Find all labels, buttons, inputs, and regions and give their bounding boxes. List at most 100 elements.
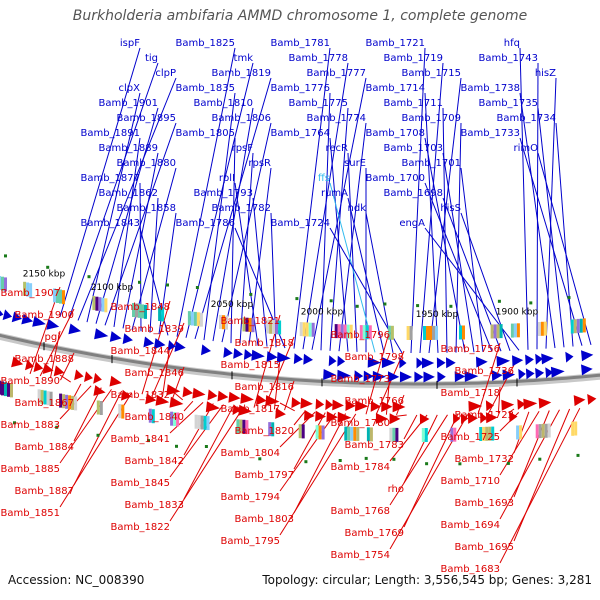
forward-gene-label: Bamb_1764	[270, 128, 330, 139]
reverse-gene-arrow	[337, 411, 352, 423]
forward-gene-label: Bamb_1901	[98, 98, 158, 109]
forward-gene-label: Bamb_1858	[116, 203, 176, 214]
gene-label-connector	[347, 197, 385, 353]
annotation-block	[37, 389, 41, 404]
reverse-gene-label: Bamb_1693	[454, 498, 514, 509]
forward-gene-arrow	[337, 355, 346, 367]
annotation-block	[239, 419, 243, 434]
reverse-gene-label: Bamb_1798	[344, 352, 404, 363]
forward-gene-arrow	[437, 371, 446, 383]
annotation-block	[203, 415, 207, 430]
forward-gene-arrow	[2, 309, 13, 321]
forward-gene-arrow	[454, 371, 466, 383]
annotation-block	[570, 319, 574, 334]
reverse-gene-label: Bamb_1718	[440, 388, 500, 399]
annotation-block	[40, 389, 44, 404]
annotation-block	[547, 423, 551, 438]
accession-text: Accession: NC_008390	[8, 573, 145, 587]
forward-gene-label: rplI	[219, 173, 235, 184]
annotation-block	[409, 326, 413, 340]
rna-marker	[166, 283, 169, 287]
annotation-block	[423, 326, 426, 340]
annotation-block	[573, 319, 577, 334]
reverse-gene-arrow	[192, 387, 206, 399]
forward-gene-arrow	[399, 357, 407, 369]
gene-label-connector	[293, 411, 306, 426]
annotation-block	[206, 416, 210, 431]
annotation-block	[349, 324, 353, 339]
annotation-block	[248, 317, 252, 332]
forward-gene-arrow	[581, 364, 593, 376]
reverse-gene-label: Bamb_1780	[330, 418, 390, 429]
reverse-gene-arrow	[121, 389, 132, 401]
reverse-gene-label: Bamb_1833	[124, 500, 184, 511]
annotation-block	[92, 296, 96, 311]
gene-label-connector	[59, 47, 141, 317]
forward-gene-arrow	[421, 357, 435, 369]
gene-label-connector	[347, 152, 358, 352]
annotation-block	[574, 421, 578, 436]
reverse-gene-label: Bamb_1796	[330, 330, 390, 341]
reverse-gene-label: Bamb_1822	[110, 522, 170, 533]
reverse-gene-arrow	[182, 386, 194, 398]
reverse-gene-arrow	[217, 390, 229, 402]
annotation-block	[462, 325, 465, 340]
reverse-gene-label: pgi	[45, 332, 60, 343]
annotation-block	[245, 317, 249, 332]
gene-label-connector	[519, 92, 556, 349]
reverse-gene-arrow	[381, 401, 393, 413]
annotation-block	[368, 325, 372, 340]
forward-gene-label: Bamb_1721	[365, 38, 425, 49]
rna-marker	[96, 433, 100, 437]
annotation-block	[10, 383, 13, 398]
reverse-gene-label: Bamb_1845	[110, 478, 170, 489]
annotation-block	[7, 382, 10, 397]
rna-marker	[138, 280, 141, 284]
annotation-block	[219, 314, 222, 329]
annotation-block	[245, 420, 249, 435]
gene-label-connector	[555, 122, 574, 347]
forward-gene-label: Bamb_1733	[460, 128, 520, 139]
reverse-gene-label: Bamb_1710	[440, 476, 500, 487]
annotation-block	[278, 320, 282, 335]
annotation-block	[485, 426, 489, 441]
reverse-gene-label: Bamb_1769	[344, 528, 404, 539]
kbp-tick-label: 2000 kbp	[301, 307, 344, 317]
annotation-block	[46, 391, 50, 406]
gene-label-connector	[293, 47, 331, 349]
gene-label-connector	[161, 344, 171, 398]
reverse-gene-arrow	[345, 400, 356, 411]
forward-gene-label: rumA	[321, 188, 348, 199]
annotation-block	[450, 427, 454, 442]
rna-marker	[55, 425, 59, 429]
gene-label-connector	[513, 408, 571, 542]
annotation-block	[96, 400, 100, 415]
gene-label-connector	[73, 383, 82, 398]
gene-label-connector	[365, 328, 391, 415]
annotation-block	[302, 322, 306, 337]
rna-marker	[416, 304, 420, 308]
forward-gene-arrow	[323, 369, 337, 380]
annotation-block	[406, 326, 410, 340]
annotation-block	[318, 425, 322, 440]
reverse-gene-arrow	[228, 391, 241, 403]
annotation-block	[488, 426, 492, 441]
annotation-block	[197, 415, 201, 430]
annotation-block	[144, 304, 147, 319]
gene-label-connector	[302, 62, 349, 350]
annotation-block	[176, 412, 180, 427]
forward-gene-label: Bamb_1778	[288, 53, 348, 64]
annotation-block	[426, 326, 429, 340]
forward-gene-label: Bamb_1743	[478, 53, 538, 64]
annotation-block	[579, 318, 583, 333]
reverse-gene-arrow	[485, 400, 494, 412]
rna-marker	[295, 297, 299, 301]
reverse-gene-arrow	[480, 412, 488, 424]
rna-marker	[147, 439, 150, 443]
forward-gene-label: ispF	[120, 38, 140, 49]
annotation-block	[266, 319, 270, 334]
forward-gene-label: Bamb_1819	[211, 68, 271, 79]
forward-gene-arrow	[381, 357, 396, 369]
annotation-block	[118, 404, 122, 419]
annotation-block	[543, 321, 547, 336]
